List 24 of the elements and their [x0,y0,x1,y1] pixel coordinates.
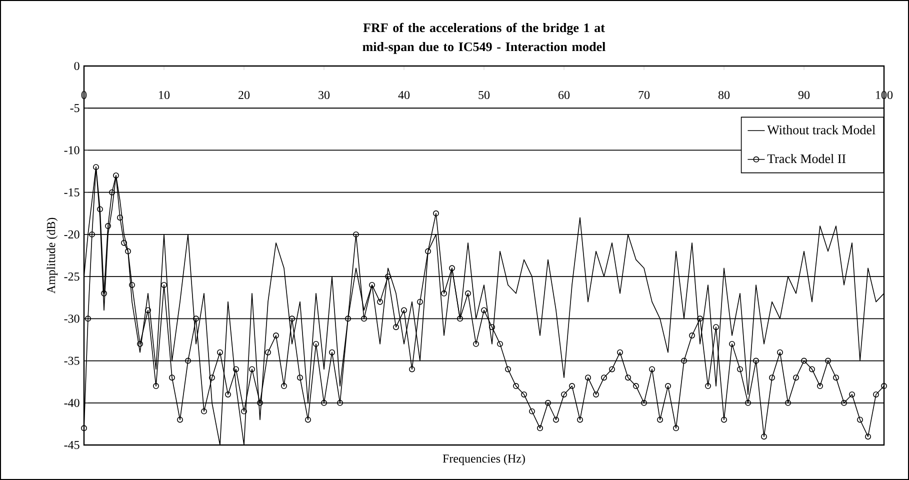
x-axis-title: Frequencies (Hz) [442,454,525,466]
x-tick-label: 20 [238,90,250,100]
x-tick-label: 10 [159,90,170,100]
y-tick-label: -35 [64,356,80,365]
y-tick-label: -15 [64,188,80,196]
x-tick-label: 30 [318,90,330,100]
legend-label: Track Model II [767,154,846,164]
y-tick-label: -40 [64,398,80,407]
x-tick-label: 70 [638,90,650,100]
y-tick-label: -30 [64,314,80,323]
y-tick-label: -5 [70,104,80,112]
x-tick-label: 60 [558,90,570,100]
x-tick-label: 40 [398,90,410,100]
legend-label: Without track Model [767,125,876,134]
y-tick-label: -20 [64,230,80,238]
y-axis-title: Amplitude (dB) [46,218,58,294]
x-tick-label: 50 [478,90,490,100]
y-tick-label: -10 [64,146,80,154]
y-tick-label: -45 [64,440,80,450]
x-tick-label: 90 [798,90,810,100]
x-tick-label: 80 [718,90,730,100]
chart-title: FRF of the accelerations of the bridge 1 at mid-span due to IC549 - Interaction model [362,22,606,54]
y-tick-label: -25 [64,272,80,281]
y-tick-label: 0 [74,62,80,70]
